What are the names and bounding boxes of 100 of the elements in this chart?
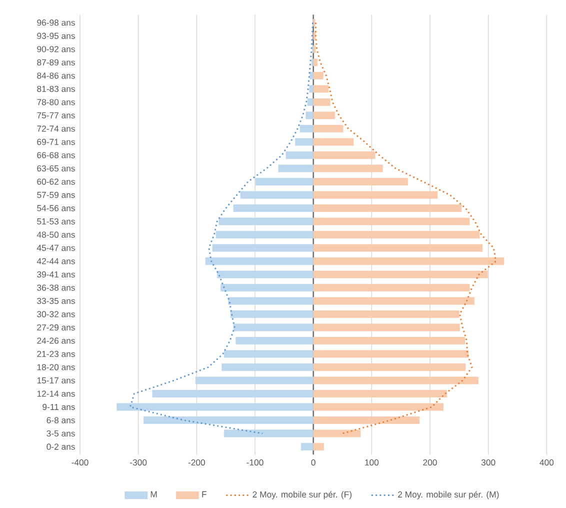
bar xyxy=(313,112,335,120)
y-tick-label: 87-89 ans xyxy=(37,59,75,66)
bar xyxy=(218,218,314,226)
bar xyxy=(144,416,314,424)
y-tick-label: 75-77 ans xyxy=(37,112,75,118)
bar xyxy=(309,85,314,93)
bar xyxy=(313,191,438,199)
bar xyxy=(224,430,314,438)
bar xyxy=(256,178,314,186)
y-tick-label: 78-80 ans xyxy=(37,99,75,106)
bar xyxy=(313,58,318,66)
bar xyxy=(217,270,314,278)
bar xyxy=(313,151,376,159)
bar xyxy=(313,390,447,398)
bar xyxy=(313,164,383,172)
y-tick-label: 42-44 ans xyxy=(36,258,75,264)
y-tick-label: 96-98 ans xyxy=(37,20,75,26)
bar xyxy=(216,230,314,238)
x-tick-label: 0 xyxy=(311,459,316,466)
bar xyxy=(236,336,314,344)
bar xyxy=(313,350,469,358)
y-tick-label: 18-20 ans xyxy=(37,364,75,370)
x-tick-label: 300 xyxy=(481,459,496,466)
bar xyxy=(300,124,314,132)
bar xyxy=(230,310,314,318)
bar xyxy=(313,85,329,93)
y-tick-label: 0-2 ans xyxy=(46,444,75,450)
y-tick-label: 30-32 ans xyxy=(37,311,75,318)
y-tick-label: 21-23 ans xyxy=(37,350,75,358)
x-tick-label: -300 xyxy=(130,459,147,466)
bar xyxy=(220,284,314,292)
bar xyxy=(313,376,479,384)
legend-label: 2 Moy. mobile sur pér. (F) xyxy=(252,491,352,500)
y-tick-label: 60-62 ans xyxy=(37,178,75,185)
y-tick-label: 72-74 ans xyxy=(37,126,75,132)
y-tick-label: 93-95 ans xyxy=(37,32,75,39)
y-tick-label: 66-68 ans xyxy=(37,152,75,158)
bar xyxy=(286,151,314,159)
bar xyxy=(313,138,354,146)
bar xyxy=(306,112,314,120)
x-tick-label: -200 xyxy=(188,459,205,466)
bar xyxy=(205,257,314,265)
bar xyxy=(295,138,314,146)
bar xyxy=(313,416,420,424)
bar xyxy=(313,270,488,278)
y-tick-label: 45-47 ans xyxy=(36,244,75,251)
y-tick-label: 51-53 ans xyxy=(37,218,75,224)
bar xyxy=(195,376,314,384)
bar xyxy=(212,244,314,252)
bar xyxy=(313,442,324,450)
y-tick-label: 6-8 ans xyxy=(46,417,75,424)
x-tick-label: 200 xyxy=(423,459,437,466)
bar xyxy=(313,218,470,226)
y-tick-label: 81-83 ans xyxy=(37,86,75,92)
bar xyxy=(313,336,466,344)
x-tick-label: 400 xyxy=(540,459,554,466)
y-tick-label: 12-14 ans xyxy=(37,390,75,397)
bar xyxy=(301,442,314,450)
legend-label: 2 Moy. mobile sur pér. (M) xyxy=(398,491,499,500)
legend-label: F xyxy=(202,491,206,498)
x-tick-label: -400 xyxy=(72,459,88,466)
bar xyxy=(313,403,444,411)
bar xyxy=(233,204,314,212)
y-tick-label: 9-11 ans xyxy=(42,404,75,410)
y-tick-label: 15-17 ans xyxy=(37,377,75,384)
bar xyxy=(233,324,314,332)
bar xyxy=(313,178,408,186)
bar xyxy=(313,124,344,132)
bar xyxy=(313,297,474,305)
y-tick-label: 69-71 ans xyxy=(37,138,75,145)
bar xyxy=(152,390,314,398)
y-tick-label: 39-41 ans xyxy=(37,271,75,278)
bar xyxy=(310,72,314,80)
bar xyxy=(116,403,314,411)
bar xyxy=(313,230,480,238)
y-tick-label: 63-65 ans xyxy=(37,165,75,172)
bar xyxy=(313,257,504,265)
y-tick-label: 24-26 ans xyxy=(37,338,75,344)
bar xyxy=(313,98,330,106)
bar xyxy=(307,98,314,106)
y-tick-label: 54-56 ans xyxy=(37,205,75,212)
bar xyxy=(313,363,466,371)
bar xyxy=(228,297,314,305)
y-tick-label: 48-50 ans xyxy=(36,232,75,238)
bar xyxy=(222,363,314,371)
bar xyxy=(240,191,314,199)
y-tick-label: 90-92 ans xyxy=(37,46,75,52)
y-tick-label: 57-59 ans xyxy=(37,192,75,198)
bar xyxy=(313,45,316,53)
y-tick-label: 36-38 ans xyxy=(37,284,75,291)
bar xyxy=(313,284,470,292)
bar xyxy=(313,32,316,40)
bar xyxy=(278,164,314,172)
legend-label: M xyxy=(150,491,157,498)
bar xyxy=(313,324,460,332)
bar xyxy=(313,244,483,252)
y-tick-label: 27-29 ans xyxy=(37,324,75,331)
bar xyxy=(313,310,460,318)
bar xyxy=(224,350,314,358)
bar xyxy=(313,72,324,80)
